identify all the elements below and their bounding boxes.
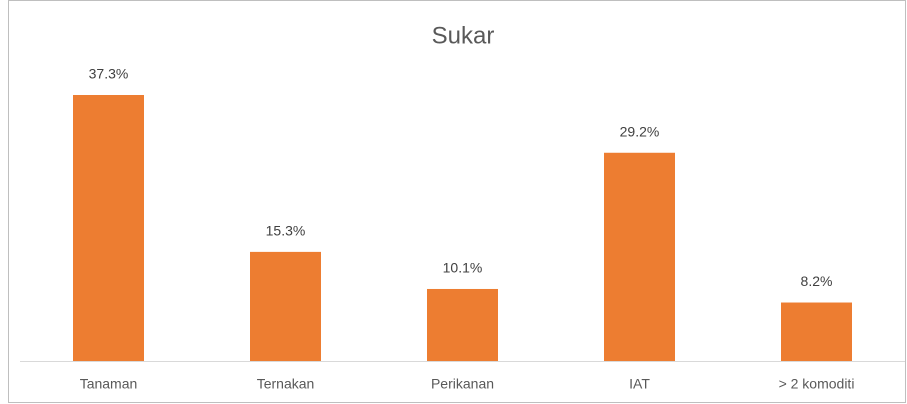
chart-title: Sukar <box>432 22 495 49</box>
bar <box>73 95 144 361</box>
data-label: 10.1% <box>443 260 483 276</box>
data-label: 15.3% <box>266 223 306 239</box>
x-tick-label: Ternakan <box>257 376 315 392</box>
bar <box>781 302 852 361</box>
x-tick-label: Perikanan <box>431 376 494 392</box>
x-tick-label: > 2 komoditi <box>779 376 855 392</box>
data-label: 37.3% <box>89 66 129 82</box>
data-label: 29.2% <box>620 123 660 139</box>
data-label: 8.2% <box>801 273 833 289</box>
bar <box>427 288 498 361</box>
bar <box>250 251 321 361</box>
x-tick-label: IAT <box>629 376 650 392</box>
bar <box>604 152 675 361</box>
x-tick-label: Tanaman <box>80 376 138 392</box>
